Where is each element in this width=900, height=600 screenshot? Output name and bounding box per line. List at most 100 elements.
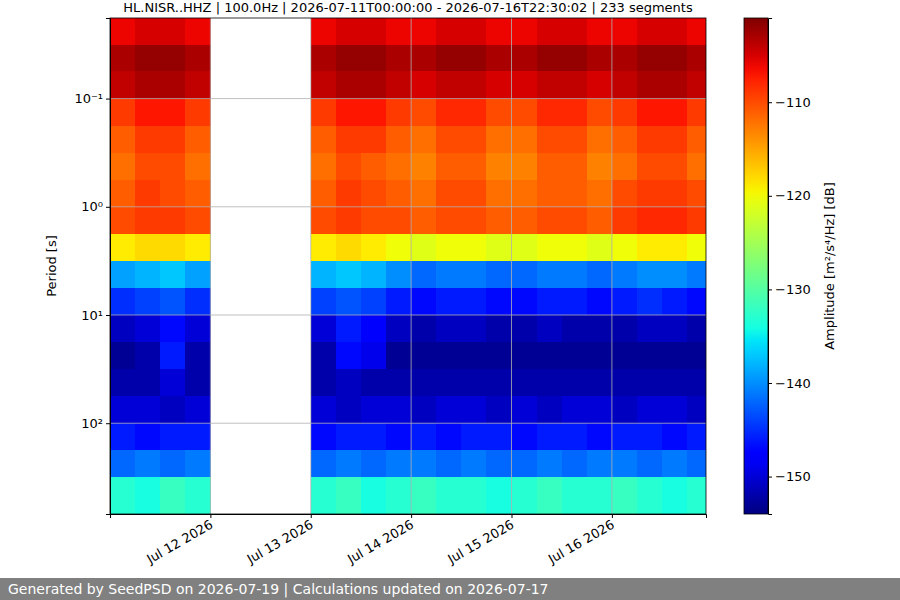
cell <box>361 369 387 397</box>
cell <box>160 369 186 397</box>
cell <box>612 288 638 316</box>
cell <box>562 153 588 181</box>
cell <box>110 153 136 181</box>
cell <box>587 45 613 72</box>
cell <box>386 45 412 72</box>
cell <box>411 477 437 514</box>
tick-label: −150 <box>775 469 811 484</box>
cell <box>587 180 613 208</box>
tick: −120 <box>768 188 811 203</box>
cell <box>311 126 337 153</box>
cell <box>587 18 613 46</box>
cell <box>436 99 462 127</box>
cell <box>537 71 563 99</box>
cell <box>135 477 161 514</box>
cell <box>687 99 706 127</box>
tick-mark <box>768 289 772 290</box>
cell <box>662 315 688 343</box>
cell <box>311 342 337 369</box>
tick: Jul 16 2026 <box>545 514 617 567</box>
cell <box>110 288 136 316</box>
cell <box>311 477 337 514</box>
cell <box>185 369 211 397</box>
cell <box>361 18 387 46</box>
cell <box>135 450 161 477</box>
cell <box>687 71 706 99</box>
grid-line <box>310 18 311 514</box>
cell <box>185 396 211 424</box>
cell <box>612 234 638 261</box>
cell <box>436 450 462 477</box>
cell <box>662 180 688 208</box>
cell <box>135 45 161 72</box>
y-axis: 10⁻¹10⁰10¹10² <box>74 19 110 515</box>
cell <box>461 153 487 181</box>
cell <box>512 153 538 181</box>
cell <box>311 18 337 46</box>
cell <box>461 18 487 46</box>
cell <box>587 261 613 289</box>
cell <box>311 99 337 127</box>
cell <box>687 207 706 235</box>
cell <box>612 477 638 514</box>
cell <box>687 396 706 424</box>
cell <box>361 450 387 477</box>
cell <box>461 288 487 316</box>
cell <box>386 477 412 514</box>
cell <box>637 18 663 46</box>
tick: −140 <box>768 376 811 391</box>
cell <box>361 315 387 343</box>
cell <box>311 396 337 424</box>
cell <box>537 180 563 208</box>
tick-mark <box>768 383 772 384</box>
cell <box>486 477 512 514</box>
cell <box>537 153 563 181</box>
cell <box>512 18 538 46</box>
cell <box>612 71 638 99</box>
cell <box>461 207 487 235</box>
cell <box>537 99 563 127</box>
cell <box>537 369 563 397</box>
cell <box>336 369 362 397</box>
cell <box>436 234 462 261</box>
tick-label: 10⁻¹ <box>74 91 103 106</box>
cell <box>336 450 362 477</box>
cell <box>336 71 362 99</box>
cell <box>537 396 563 424</box>
cell <box>386 153 412 181</box>
cell <box>386 71 412 99</box>
tick-label: −120 <box>775 188 811 203</box>
cell <box>562 450 588 477</box>
cells <box>110 18 706 514</box>
cell <box>386 369 412 397</box>
cell <box>662 477 688 514</box>
cell <box>637 180 663 208</box>
cell <box>562 477 588 514</box>
cell <box>386 423 412 451</box>
cell <box>662 261 688 289</box>
colorbar-title: Amplitude [m²/s⁴/Hz] [dB] <box>822 182 837 350</box>
tick-mark <box>106 99 110 100</box>
footer-bar <box>0 578 900 600</box>
cell <box>160 315 186 343</box>
cell <box>512 315 538 343</box>
cell <box>411 369 437 397</box>
cell <box>110 342 136 369</box>
cell <box>411 207 437 235</box>
cell <box>637 71 663 99</box>
cell <box>687 423 706 451</box>
cell <box>411 234 437 261</box>
tick-mark <box>411 514 412 518</box>
cell <box>361 45 387 72</box>
cell <box>336 261 362 289</box>
cell <box>336 477 362 514</box>
cell <box>587 315 613 343</box>
cell <box>537 126 563 153</box>
cell <box>662 342 688 369</box>
cell <box>637 342 663 369</box>
cell <box>311 180 337 208</box>
cell <box>361 477 387 514</box>
cell <box>461 45 487 72</box>
cell <box>537 45 563 72</box>
cell <box>562 369 588 397</box>
